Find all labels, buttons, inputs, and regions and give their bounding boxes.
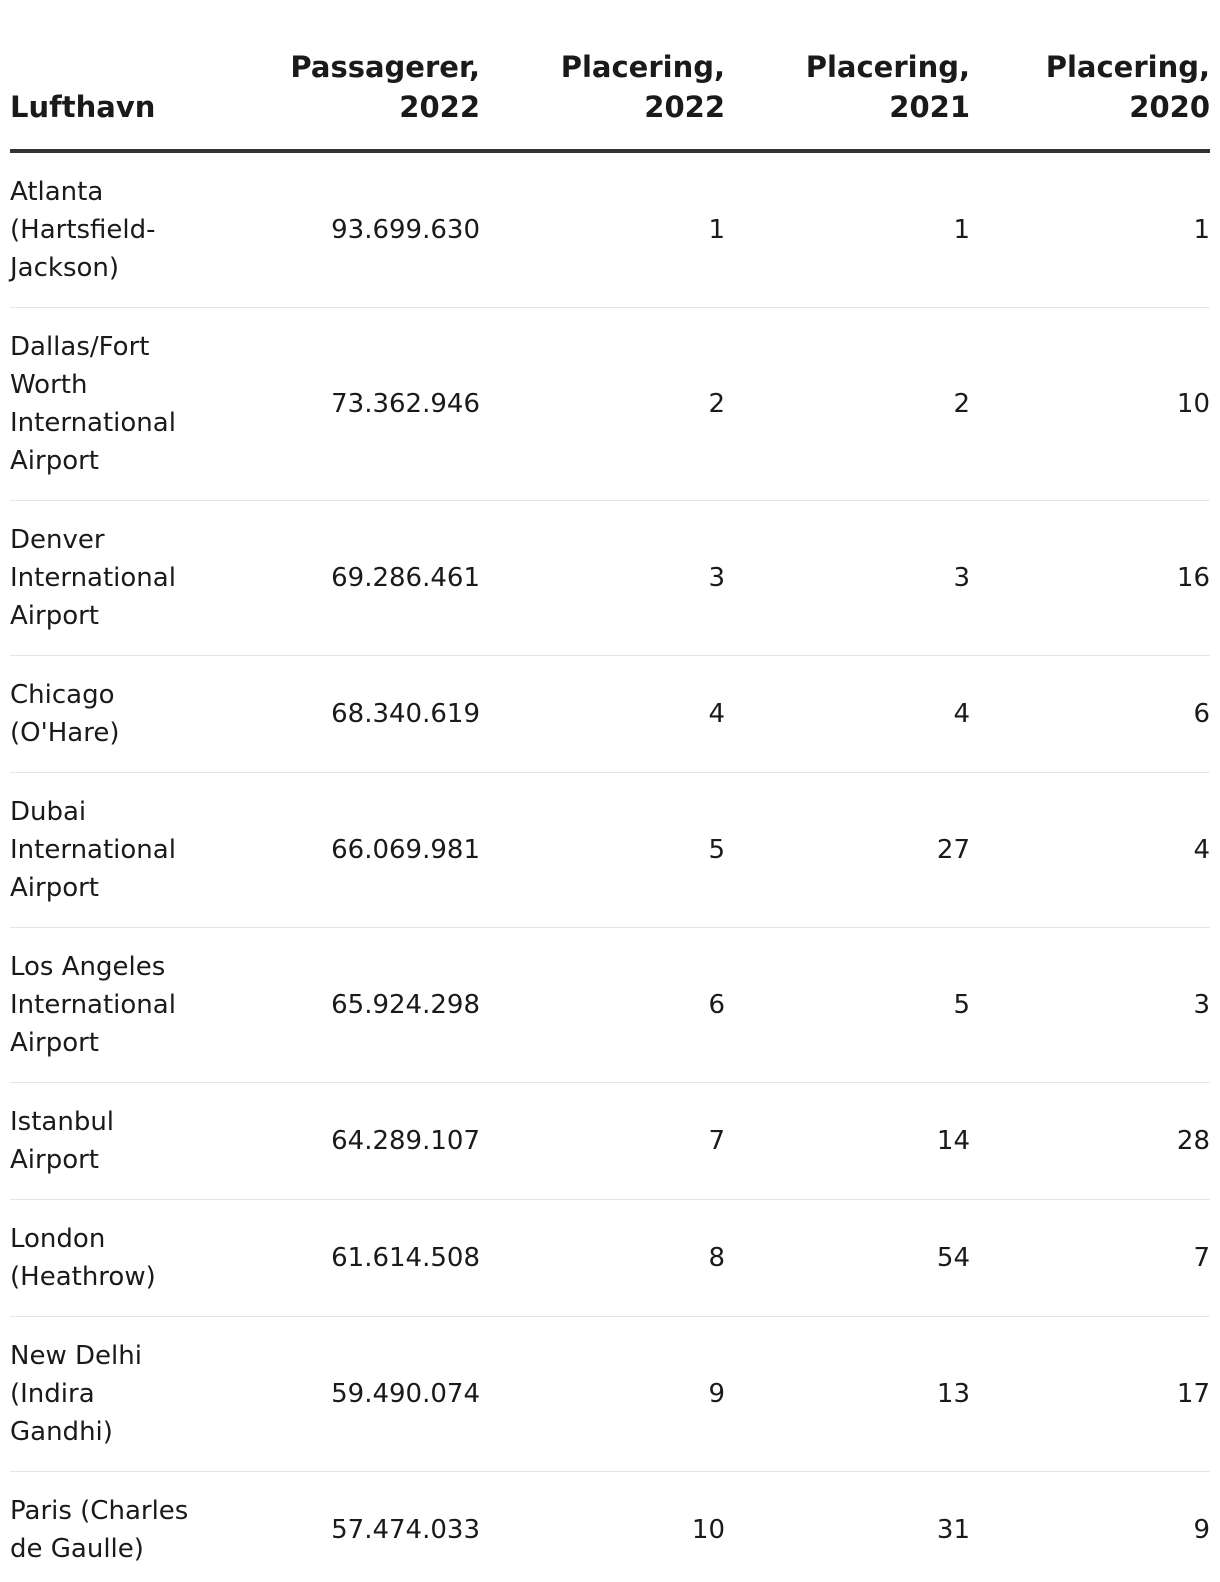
cell-rank-2021: 2: [725, 308, 970, 501]
cell-airport: Atlanta (Hartsfield-Jackson): [10, 151, 210, 308]
table-row: Atlanta (Hartsfield-Jackson) 93.699.630 …: [10, 151, 1210, 308]
table-row: London (Heathrow) 61.614.508 8 54 7: [10, 1200, 1210, 1317]
header-rank-2022-line2: 2022: [644, 90, 725, 124]
cell-passengers-2022: 65.924.298: [210, 928, 480, 1083]
cell-rank-2021: 1: [725, 151, 970, 308]
cell-passengers-2022: 93.699.630: [210, 151, 480, 308]
cell-rank-2021: 54: [725, 1200, 970, 1317]
cell-rank-2021: 27: [725, 773, 970, 928]
cell-airport: London (Heathrow): [10, 1200, 210, 1317]
cell-passengers-2022: 64.289.107: [210, 1083, 480, 1200]
cell-passengers-2022: 68.340.619: [210, 656, 480, 773]
header-rank-2020: Placering, 2020: [970, 0, 1210, 151]
header-passengers-2022-line2: 2022: [399, 90, 480, 124]
cell-rank-2021: 5: [725, 928, 970, 1083]
cell-rank-2021: 31: [725, 1472, 970, 1582]
table-row: Istanbul Airport 64.289.107 7 14 28: [10, 1083, 1210, 1200]
header-rank-2021-line2: 2021: [889, 90, 970, 124]
header-airport-label: Lufthavn: [10, 90, 155, 124]
cell-rank-2021: 3: [725, 501, 970, 656]
header-rank-2021-line1: Placering,: [806, 50, 970, 84]
header-row: Lufthavn Passagerer, 2022 Placering, 202…: [10, 0, 1210, 151]
table-row: Denver International Airport 69.286.461 …: [10, 501, 1210, 656]
cell-passengers-2022: 73.362.946: [210, 308, 480, 501]
header-rank-2022-line1: Placering,: [561, 50, 725, 84]
cell-rank-2022: 8: [480, 1200, 725, 1317]
cell-rank-2022: 2: [480, 308, 725, 501]
header-passengers-2022: Passagerer, 2022: [210, 0, 480, 151]
cell-rank-2020: 28: [970, 1083, 1210, 1200]
header-passengers-2022-line1: Passagerer,: [290, 50, 480, 84]
cell-airport: Istanbul Airport: [10, 1083, 210, 1200]
cell-rank-2020: 17: [970, 1317, 1210, 1472]
cell-airport: New Delhi (Indira Gandhi): [10, 1317, 210, 1472]
cell-rank-2021: 4: [725, 656, 970, 773]
airport-ranking-table: Lufthavn Passagerer, 2022 Placering, 202…: [10, 0, 1210, 1582]
table-header: Lufthavn Passagerer, 2022 Placering, 202…: [10, 0, 1210, 151]
table-row: New Delhi (Indira Gandhi) 59.490.074 9 1…: [10, 1317, 1210, 1472]
header-rank-2020-line2: 2020: [1129, 90, 1210, 124]
table-row: Dubai International Airport 66.069.981 5…: [10, 773, 1210, 928]
cell-passengers-2022: 69.286.461: [210, 501, 480, 656]
cell-rank-2022: 5: [480, 773, 725, 928]
airport-ranking-table-container: Lufthavn Passagerer, 2022 Placering, 202…: [10, 0, 1210, 1582]
cell-rank-2021: 13: [725, 1317, 970, 1472]
cell-rank-2020: 6: [970, 656, 1210, 773]
cell-passengers-2022: 59.490.074: [210, 1317, 480, 1472]
cell-airport: Dubai International Airport: [10, 773, 210, 928]
cell-rank-2022: 6: [480, 928, 725, 1083]
cell-airport: Los Angeles International Airport: [10, 928, 210, 1083]
header-rank-2021: Placering, 2021: [725, 0, 970, 151]
header-rank-2022: Placering, 2022: [480, 0, 725, 151]
cell-rank-2022: 9: [480, 1317, 725, 1472]
cell-airport: Dallas/Fort Worth International Airport: [10, 308, 210, 501]
cell-rank-2020: 1: [970, 151, 1210, 308]
table-row: Dallas/Fort Worth International Airport …: [10, 308, 1210, 501]
cell-rank-2022: 3: [480, 501, 725, 656]
cell-rank-2022: 10: [480, 1472, 725, 1582]
cell-rank-2022: 7: [480, 1083, 725, 1200]
header-rank-2020-line1: Placering,: [1046, 50, 1210, 84]
cell-airport: Chicago (O'Hare): [10, 656, 210, 773]
cell-rank-2020: 7: [970, 1200, 1210, 1317]
cell-airport: Paris (Charles de Gaulle): [10, 1472, 210, 1582]
cell-rank-2020: 16: [970, 501, 1210, 656]
cell-rank-2021: 14: [725, 1083, 970, 1200]
table-row: Los Angeles International Airport 65.924…: [10, 928, 1210, 1083]
cell-rank-2020: 10: [970, 308, 1210, 501]
cell-passengers-2022: 57.474.033: [210, 1472, 480, 1582]
header-airport: Lufthavn: [10, 0, 210, 151]
cell-passengers-2022: 61.614.508: [210, 1200, 480, 1317]
cell-rank-2022: 4: [480, 656, 725, 773]
cell-airport: Denver International Airport: [10, 501, 210, 656]
cell-rank-2022: 1: [480, 151, 725, 308]
table-row: Chicago (O'Hare) 68.340.619 4 4 6: [10, 656, 1210, 773]
cell-rank-2020: 9: [970, 1472, 1210, 1582]
table-body: Atlanta (Hartsfield-Jackson) 93.699.630 …: [10, 151, 1210, 1582]
cell-rank-2020: 4: [970, 773, 1210, 928]
cell-passengers-2022: 66.069.981: [210, 773, 480, 928]
cell-rank-2020: 3: [970, 928, 1210, 1083]
table-row: Paris (Charles de Gaulle) 57.474.033 10 …: [10, 1472, 1210, 1582]
